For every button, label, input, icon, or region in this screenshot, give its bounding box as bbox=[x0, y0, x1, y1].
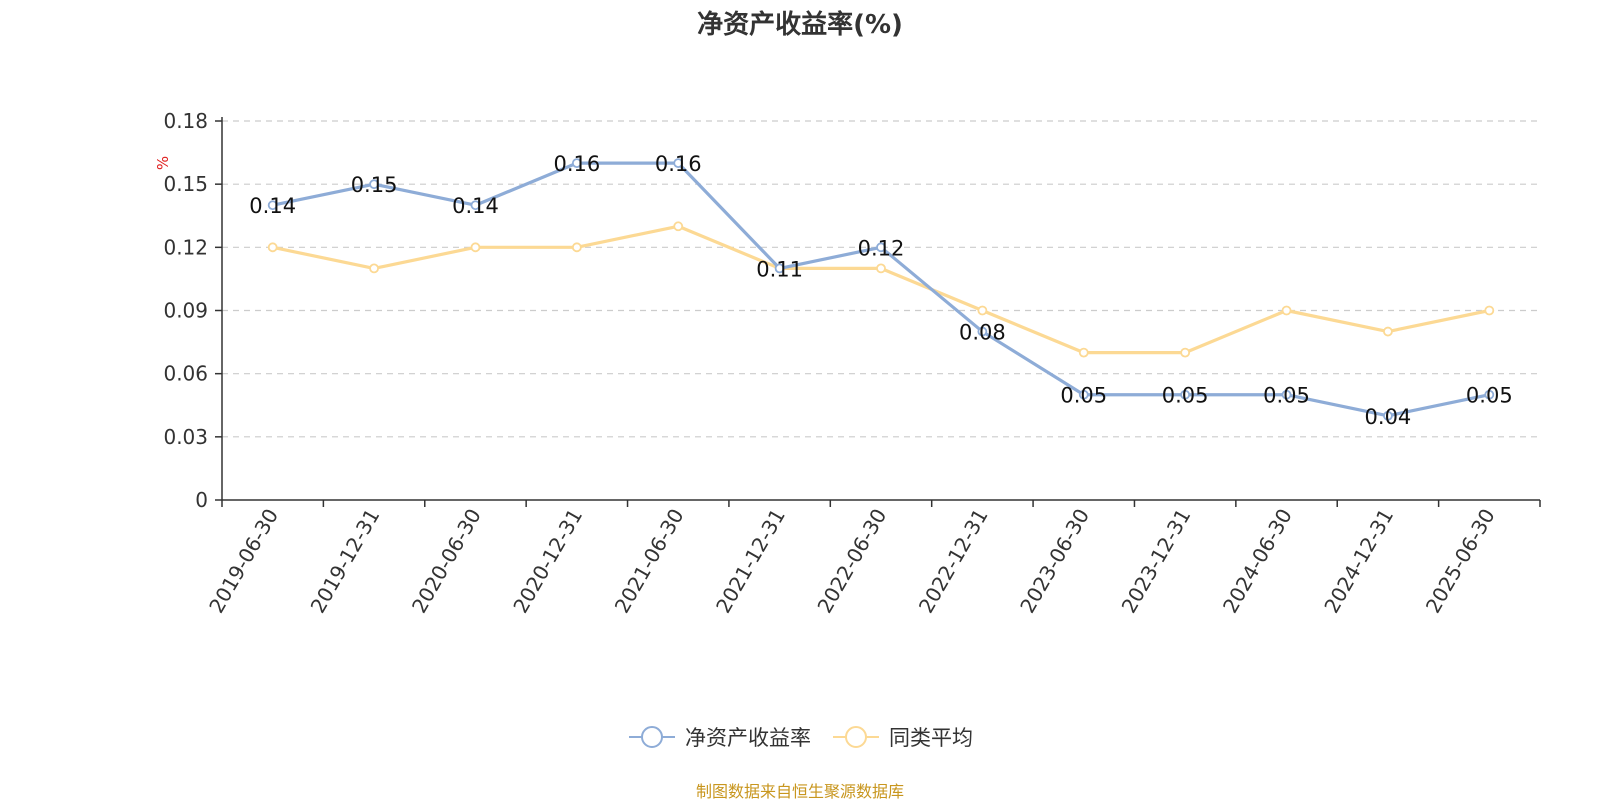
series-point-1 bbox=[470, 242, 481, 253]
legend-swatch-icon bbox=[629, 726, 675, 748]
x-tick-label: 2023-12-31 bbox=[1117, 505, 1196, 618]
y-axis-unit: % bbox=[154, 156, 172, 170]
series-point-0 bbox=[774, 263, 785, 274]
series-point-1 bbox=[977, 305, 988, 316]
x-tick-label: 2019-12-31 bbox=[306, 505, 385, 618]
series-point-0 bbox=[876, 242, 886, 253]
legend-marker bbox=[641, 726, 663, 748]
series-point-1 bbox=[267, 242, 278, 253]
x-tick-label: 2021-12-31 bbox=[711, 505, 790, 618]
series-point-0 bbox=[1078, 389, 1089, 400]
data-label: 0.16 bbox=[553, 152, 600, 176]
legend-item-0[interactable]: 净资产收益率 bbox=[627, 722, 811, 752]
data-label: 0.04 bbox=[1365, 405, 1412, 429]
series-point-0 bbox=[571, 158, 582, 169]
x-tick-label: 2020-06-30 bbox=[407, 505, 486, 618]
x-tick-label: 2023-06-30 bbox=[1015, 505, 1094, 618]
series-point-0 bbox=[470, 200, 481, 211]
y-tick-label: 0.12 bbox=[163, 235, 208, 259]
data-label: 0.05 bbox=[1060, 384, 1107, 408]
series-point-1 bbox=[369, 263, 379, 274]
series-point-1 bbox=[571, 242, 582, 253]
series-point-0 bbox=[977, 326, 988, 337]
legend-swatch-icon bbox=[833, 726, 879, 748]
y-tick-label: 0.15 bbox=[163, 172, 208, 196]
data-label: 0.15 bbox=[351, 173, 398, 197]
data-label: 0.05 bbox=[1263, 384, 1310, 408]
x-tick-label: 2022-06-30 bbox=[812, 505, 891, 618]
grid-layer bbox=[222, 120, 1540, 438]
x-tick-label: 2025-06-30 bbox=[1421, 505, 1500, 618]
x-tick-label: 2020-12-31 bbox=[508, 505, 587, 618]
series-point-1 bbox=[1383, 326, 1393, 337]
x-tick-label: 2021-06-30 bbox=[610, 505, 689, 618]
series-point-1 bbox=[1078, 347, 1089, 358]
legend: 净资产收益率 同类平均 bbox=[0, 722, 1600, 752]
series-point-1 bbox=[1281, 305, 1292, 316]
legend-item-1[interactable]: 同类平均 bbox=[831, 722, 973, 752]
y-tick-label: 0 bbox=[195, 488, 208, 512]
series-point-1 bbox=[1484, 305, 1495, 316]
x-tick-label: 2019-06-30 bbox=[204, 505, 283, 618]
data-label: 0.08 bbox=[959, 321, 1006, 345]
y-tick-label: 0.09 bbox=[163, 299, 208, 323]
data-label: 0.05 bbox=[1162, 384, 1209, 408]
series-point-0 bbox=[1383, 410, 1393, 421]
data-label: 0.12 bbox=[858, 236, 905, 260]
x-tick-label: 2024-06-30 bbox=[1218, 505, 1297, 618]
legend-label: 同类平均 bbox=[889, 726, 973, 750]
x-tick-label: 2022-12-31 bbox=[914, 505, 993, 618]
data-label: 0.05 bbox=[1466, 384, 1513, 408]
series-point-0 bbox=[369, 179, 379, 190]
series-point-1 bbox=[1180, 347, 1191, 358]
x-tick-label: 2024-12-31 bbox=[1319, 505, 1398, 618]
y-tick-label: 0.18 bbox=[163, 109, 208, 133]
data-label: 0.14 bbox=[452, 194, 499, 218]
series-point-0 bbox=[1281, 389, 1292, 400]
series-layer bbox=[267, 158, 1495, 421]
data-label: 0.11 bbox=[756, 257, 803, 281]
series-point-1 bbox=[673, 221, 684, 232]
data-label: 0.14 bbox=[249, 194, 296, 218]
y-tick-label: 0.06 bbox=[163, 362, 208, 386]
source-note: 制图数据来自恒生聚源数据库 bbox=[695, 782, 904, 801]
legend-label: 净资产收益率 bbox=[685, 726, 811, 750]
label-layer: 0.14 0.15 0.14 0.16 0.16 0.11 0.12 0.08 0.05 0.05… bbox=[249, 152, 1512, 429]
legend-marker bbox=[845, 726, 867, 748]
series-point-1 bbox=[876, 263, 886, 274]
series-point-0 bbox=[1484, 389, 1495, 400]
series-point-0 bbox=[673, 158, 684, 169]
chart-title: 净资产收益率(%) bbox=[697, 10, 903, 40]
series-point-0 bbox=[1180, 389, 1191, 400]
series-point-0 bbox=[267, 200, 278, 211]
data-label: 0.16 bbox=[655, 152, 702, 176]
y-tick-label: 0.03 bbox=[163, 425, 208, 449]
